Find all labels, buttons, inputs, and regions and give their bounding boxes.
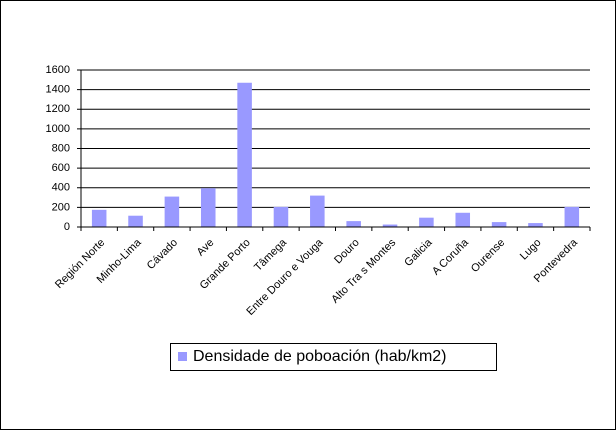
y-tick-label: 600 [52, 162, 70, 174]
bar [310, 195, 325, 227]
y-tick-label: 1600 [46, 64, 70, 76]
legend-swatch [178, 352, 187, 361]
y-tick-label: 0 [64, 221, 70, 233]
bar [128, 215, 143, 227]
bar [200, 188, 216, 227]
bar [382, 224, 398, 227]
bar [564, 206, 580, 227]
bar [346, 221, 361, 227]
bar [164, 196, 180, 227]
y-tick-label: 400 [52, 182, 70, 194]
legend-box [170, 343, 497, 371]
y-tick-label: 1400 [46, 84, 70, 96]
bar [419, 217, 434, 227]
bar [528, 223, 543, 227]
bar [237, 82, 252, 227]
legend-label: Densidade de poboación (hab/km2) [193, 348, 447, 365]
y-tick-label: 1200 [46, 103, 70, 115]
bar [273, 206, 289, 227]
bar [491, 222, 507, 227]
bar [455, 212, 471, 227]
y-tick-label: 200 [52, 201, 70, 213]
y-tick-label: 1000 [46, 123, 70, 135]
y-tick-label: 800 [52, 142, 70, 154]
bar [91, 209, 107, 227]
